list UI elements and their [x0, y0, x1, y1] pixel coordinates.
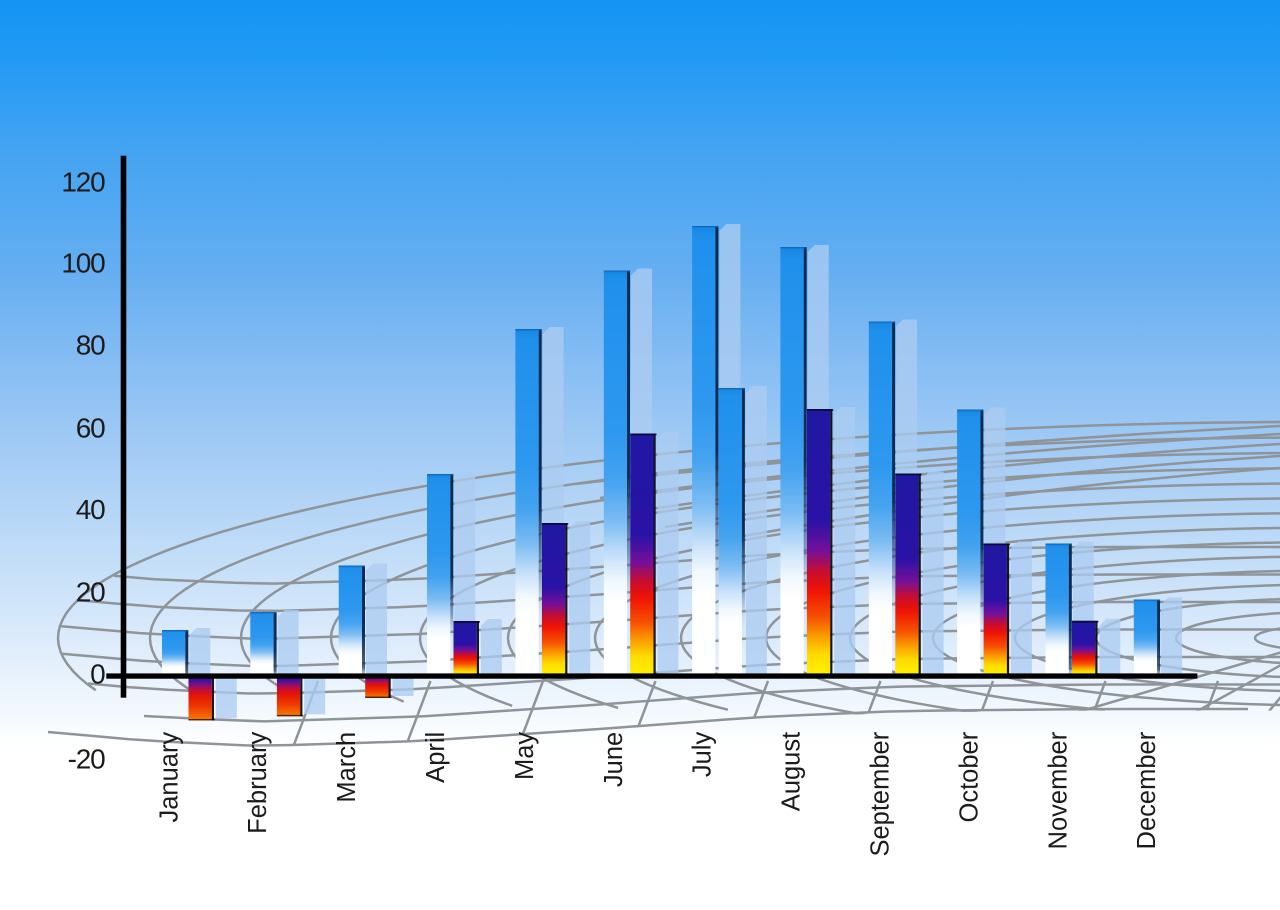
svg-text:20: 20 [76, 577, 105, 608]
svg-text:0: 0 [90, 659, 105, 690]
svg-text:January: January [155, 732, 183, 823]
svg-text:100: 100 [61, 248, 105, 279]
svg-text:May: May [511, 732, 539, 780]
svg-text:February: February [244, 732, 272, 834]
svg-text:September: September [867, 731, 895, 856]
svg-text:August: August [778, 732, 806, 811]
svg-text:April: April [422, 732, 450, 783]
svg-text:July: July [689, 732, 717, 778]
svg-text:June: June [600, 732, 628, 787]
svg-text:November: November [1044, 731, 1072, 849]
svg-text:120: 120 [61, 167, 105, 198]
svg-text:March: March [333, 732, 361, 803]
svg-text:October: October [955, 731, 983, 822]
svg-text:40: 40 [76, 494, 105, 525]
svg-text:60: 60 [76, 412, 105, 443]
svg-text:-20: -20 [68, 744, 105, 775]
svg-text:80: 80 [76, 330, 105, 361]
svg-text:December: December [1133, 731, 1161, 849]
